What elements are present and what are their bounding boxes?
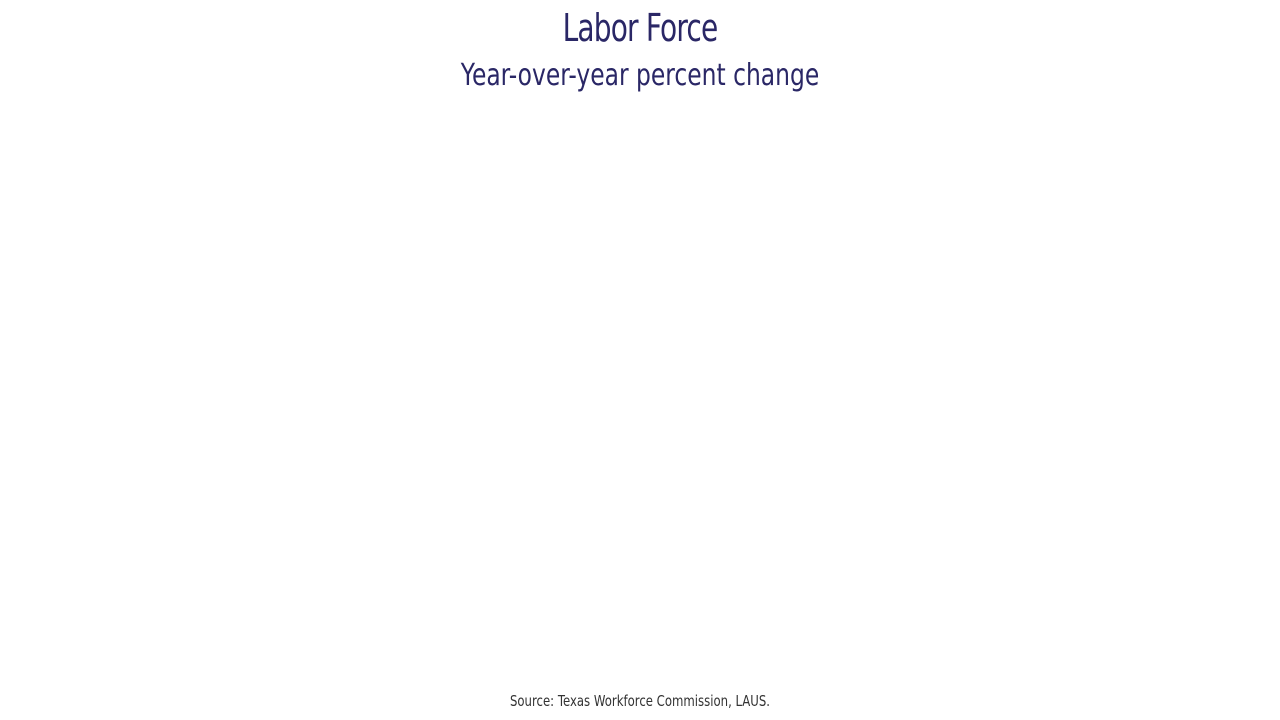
chart-subtitle: Year-over-year percent change [460, 58, 820, 93]
source-note: Source: Texas Workforce Commission, LAUS… [509, 692, 771, 710]
chart-title: Labor Force [562, 6, 719, 50]
